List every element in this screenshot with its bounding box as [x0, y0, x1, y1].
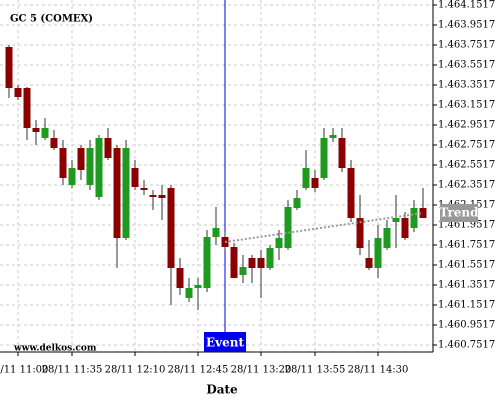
y-tick-label: 1.463.9517 [438, 20, 495, 31]
watermark: www.delkos.com [13, 344, 97, 354]
candle-body [23, 88, 31, 128]
candle-body [86, 148, 94, 185]
event-label-box [204, 332, 246, 352]
candle-body [68, 168, 76, 185]
y-tick-label: 1.462.3517 [438, 180, 495, 191]
x-tick-label: 28/11 12:45 [168, 365, 229, 376]
candle-body [149, 195, 157, 197]
candle-body [266, 248, 274, 268]
candle-body [41, 128, 49, 138]
chart-title: GC 5 (COMEX) [10, 14, 93, 25]
x-tick-label: 28/11 11:35 [42, 365, 103, 376]
candle-body [401, 218, 409, 238]
candle-body [392, 218, 400, 222]
candle-body [185, 288, 193, 298]
x-tick-label: 28/11 13:20 [231, 365, 292, 376]
x-tick-label: 28/11 11:00 [0, 365, 48, 376]
candle-body [212, 228, 220, 237]
candle-body [347, 168, 355, 218]
y-tick-label: 1.463.5517 [438, 60, 495, 71]
candle-body [239, 267, 247, 275]
candle-body [5, 47, 13, 88]
candle-body [320, 138, 328, 178]
candle-body [302, 168, 310, 188]
trend-label-box [440, 204, 478, 222]
candle-body [77, 148, 85, 170]
candle-body [329, 135, 337, 138]
y-tick-label: 1.463.1517 [438, 100, 495, 111]
candle-body [275, 238, 283, 248]
candle-body [113, 148, 121, 238]
y-tick-label: 1.460.7517 [438, 340, 495, 351]
candle-body [104, 138, 112, 158]
event-label: Event [206, 336, 244, 350]
y-tick-label: 1.462.9517 [438, 120, 495, 131]
candle-body [59, 148, 67, 178]
y-tick-label: 1.461.5517 [438, 260, 495, 271]
candle-body [257, 258, 265, 268]
candle-body [410, 208, 418, 228]
candle-body [338, 138, 346, 168]
candle-body [356, 218, 364, 248]
candle-body [167, 188, 175, 268]
candle-body [311, 178, 319, 188]
candle-body [131, 168, 139, 187]
x-tick-label: 28/11 14:30 [348, 365, 409, 376]
candle-body [122, 148, 130, 238]
y-tick-label: 1.462.7517 [438, 140, 495, 151]
candle-body [140, 188, 148, 190]
y-tick-label: 1.462.5517 [438, 160, 495, 171]
candle-body [248, 258, 256, 268]
candle-body [176, 268, 184, 288]
candle-body [383, 228, 391, 248]
y-tick-label: 1.461.7517 [438, 240, 495, 251]
candle-body [50, 138, 58, 148]
candle-body [194, 285, 202, 288]
candle-body [14, 88, 22, 97]
trend-line [224, 212, 424, 243]
candle-body [158, 195, 166, 198]
x-tick-label: 28/11 13:55 [285, 365, 346, 376]
x-axis-label: Date [206, 383, 238, 397]
candle-body [293, 198, 301, 208]
candle-body [230, 247, 238, 278]
y-tick-label: 1.464.1517 [438, 0, 495, 11]
candle-body [203, 237, 211, 288]
x-tick-label: 28/11 12:10 [105, 365, 166, 376]
y-tick-label: 1.461.9517 [438, 220, 495, 231]
y-tick-label: 1.463.7517 [438, 40, 495, 51]
y-tick-label: 1.461.3517 [438, 280, 495, 291]
candle-body [284, 207, 292, 248]
candle-body [95, 138, 103, 197]
candle-body [365, 258, 373, 268]
y-tick-label: 1.461.1517 [438, 300, 495, 311]
y-tick-label: 1.463.3517 [438, 80, 495, 91]
candle-body [374, 238, 382, 268]
y-tick-label: 1.460.9517 [438, 320, 495, 331]
trend-label: Trend [439, 206, 479, 220]
candle-body [32, 128, 40, 132]
